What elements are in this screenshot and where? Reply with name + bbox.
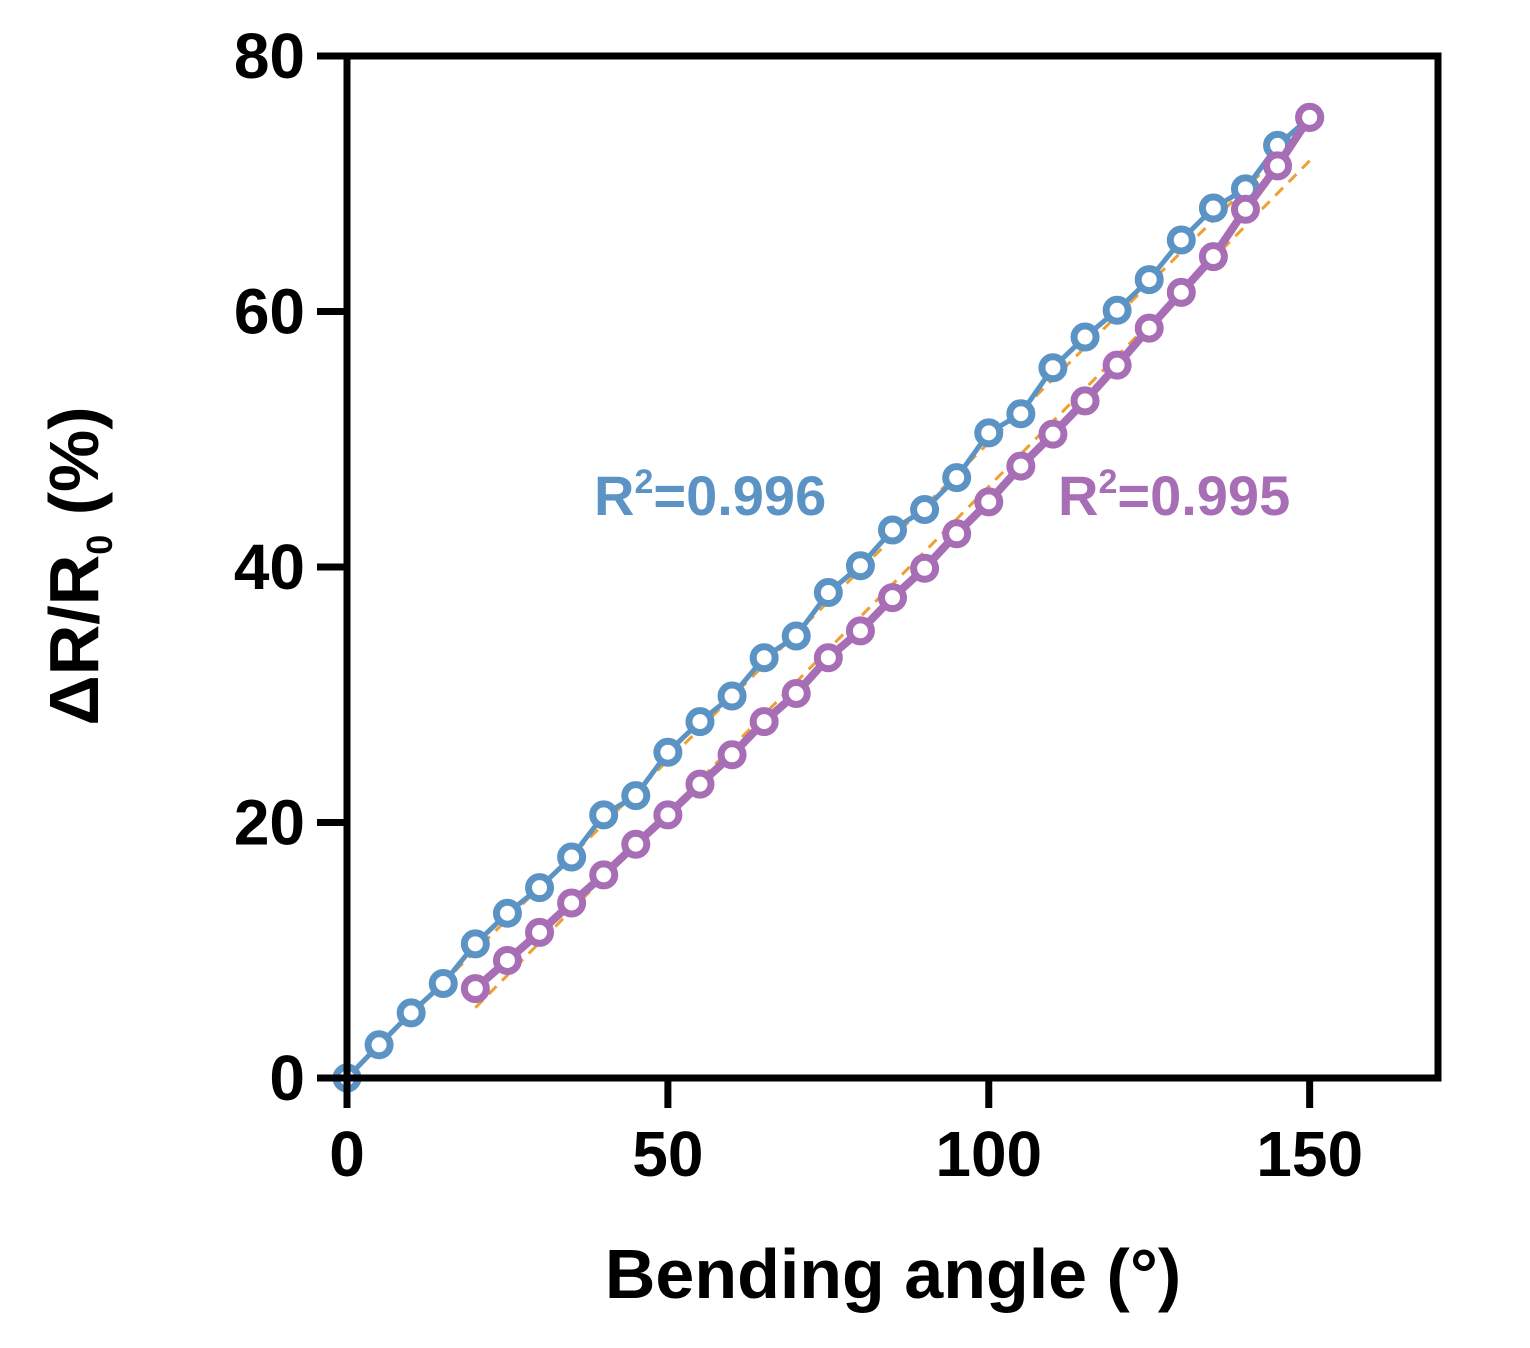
series-2-point [1198, 242, 1228, 272]
x-tick-label: 150 [1256, 1118, 1363, 1190]
series-1-point [781, 621, 811, 651]
r2-label-series-1: R2=0.996 [594, 463, 826, 527]
series-1-point [942, 463, 972, 493]
series-1-point [364, 1030, 394, 1060]
r2-label-2-sup: 2 [1098, 463, 1117, 501]
series-layer [332, 102, 1325, 1093]
series-1-point [1006, 399, 1036, 429]
series-2-point [717, 740, 747, 770]
x-tick-label: 0 [329, 1118, 365, 1190]
y-tick-label: 60 [234, 276, 305, 348]
r2-label-1-sup: 2 [634, 463, 653, 501]
series-1-point [813, 578, 843, 608]
series-1-point [460, 929, 490, 959]
series-2 [460, 102, 1325, 1004]
series-1-point [1038, 353, 1068, 383]
y-axis-title-tail: (%) [35, 406, 113, 534]
series-2-point [845, 616, 875, 646]
series-1-point [653, 737, 683, 767]
series-1-point [749, 643, 779, 673]
series-2-point [1295, 102, 1325, 132]
r2-label-2-tail: =0.995 [1117, 464, 1290, 527]
ticks: 0 50 100 150 0 20 40 60 80 [234, 20, 1363, 1190]
series-1-point [1198, 193, 1228, 223]
series-1-point [396, 998, 426, 1028]
series-1-point [525, 873, 555, 903]
series-1-point [1134, 265, 1164, 295]
series-2-point [942, 519, 972, 549]
r2-label-1-main: R [594, 464, 634, 527]
series-1-point [1070, 322, 1100, 352]
x-tick-label: 100 [935, 1118, 1042, 1190]
series-1-point [1102, 295, 1132, 325]
series-2-point [910, 553, 940, 583]
y-axis-title-main: ΔR/R [35, 555, 113, 726]
series-2-point [492, 945, 522, 975]
series-2-point [1230, 194, 1260, 224]
series-1-point [492, 898, 522, 928]
series-1-point [428, 968, 458, 998]
series-1-point [685, 707, 715, 737]
r2-label-series-2: R2=0.995 [1058, 463, 1290, 527]
series-2-point [1166, 277, 1196, 307]
series-1-point [1166, 225, 1196, 255]
series-2-point [525, 917, 555, 947]
series-2-point [557, 888, 587, 918]
series-1-point [974, 418, 1004, 448]
y-tick-label: 80 [234, 20, 305, 92]
series-1-point [621, 781, 651, 811]
series-2-point [589, 860, 619, 890]
series-1-point [878, 515, 907, 545]
series-1-point [910, 495, 940, 525]
series-2-point [781, 678, 811, 708]
series-2-point [621, 829, 651, 859]
r2-label-2-main: R [1058, 464, 1098, 527]
y-tick-label: 40 [234, 531, 305, 603]
series-2-point [749, 707, 779, 737]
x-axis-title: Bending angle (°) [605, 1235, 1181, 1313]
x-tick-label: 50 [632, 1118, 703, 1190]
y-tick-label: 0 [269, 1042, 305, 1114]
series-1-point [557, 842, 587, 872]
series-2-point [974, 487, 1004, 517]
series-2-point [653, 800, 683, 830]
series-2-point [1006, 451, 1036, 481]
y-axis-title-sub: 0 [79, 535, 120, 555]
series-2-point [813, 643, 843, 673]
y-tick-label: 20 [234, 787, 305, 859]
series-2-point [685, 769, 715, 799]
series-1-point [717, 681, 747, 711]
series-2-point [1038, 419, 1068, 449]
y-axis-title: ΔR/R0 (%) [35, 406, 120, 725]
r2-label-1-tail: =0.996 [653, 464, 826, 527]
series-2-point [1263, 151, 1293, 181]
series-2-point [878, 583, 907, 613]
series-1-point [589, 800, 619, 830]
series-2-point [1102, 350, 1132, 380]
series-2-point [1070, 386, 1100, 416]
series-1-point [845, 551, 875, 581]
series-2-point [460, 974, 490, 1004]
series-2-point [1134, 313, 1164, 343]
series-1 [332, 102, 1325, 1093]
